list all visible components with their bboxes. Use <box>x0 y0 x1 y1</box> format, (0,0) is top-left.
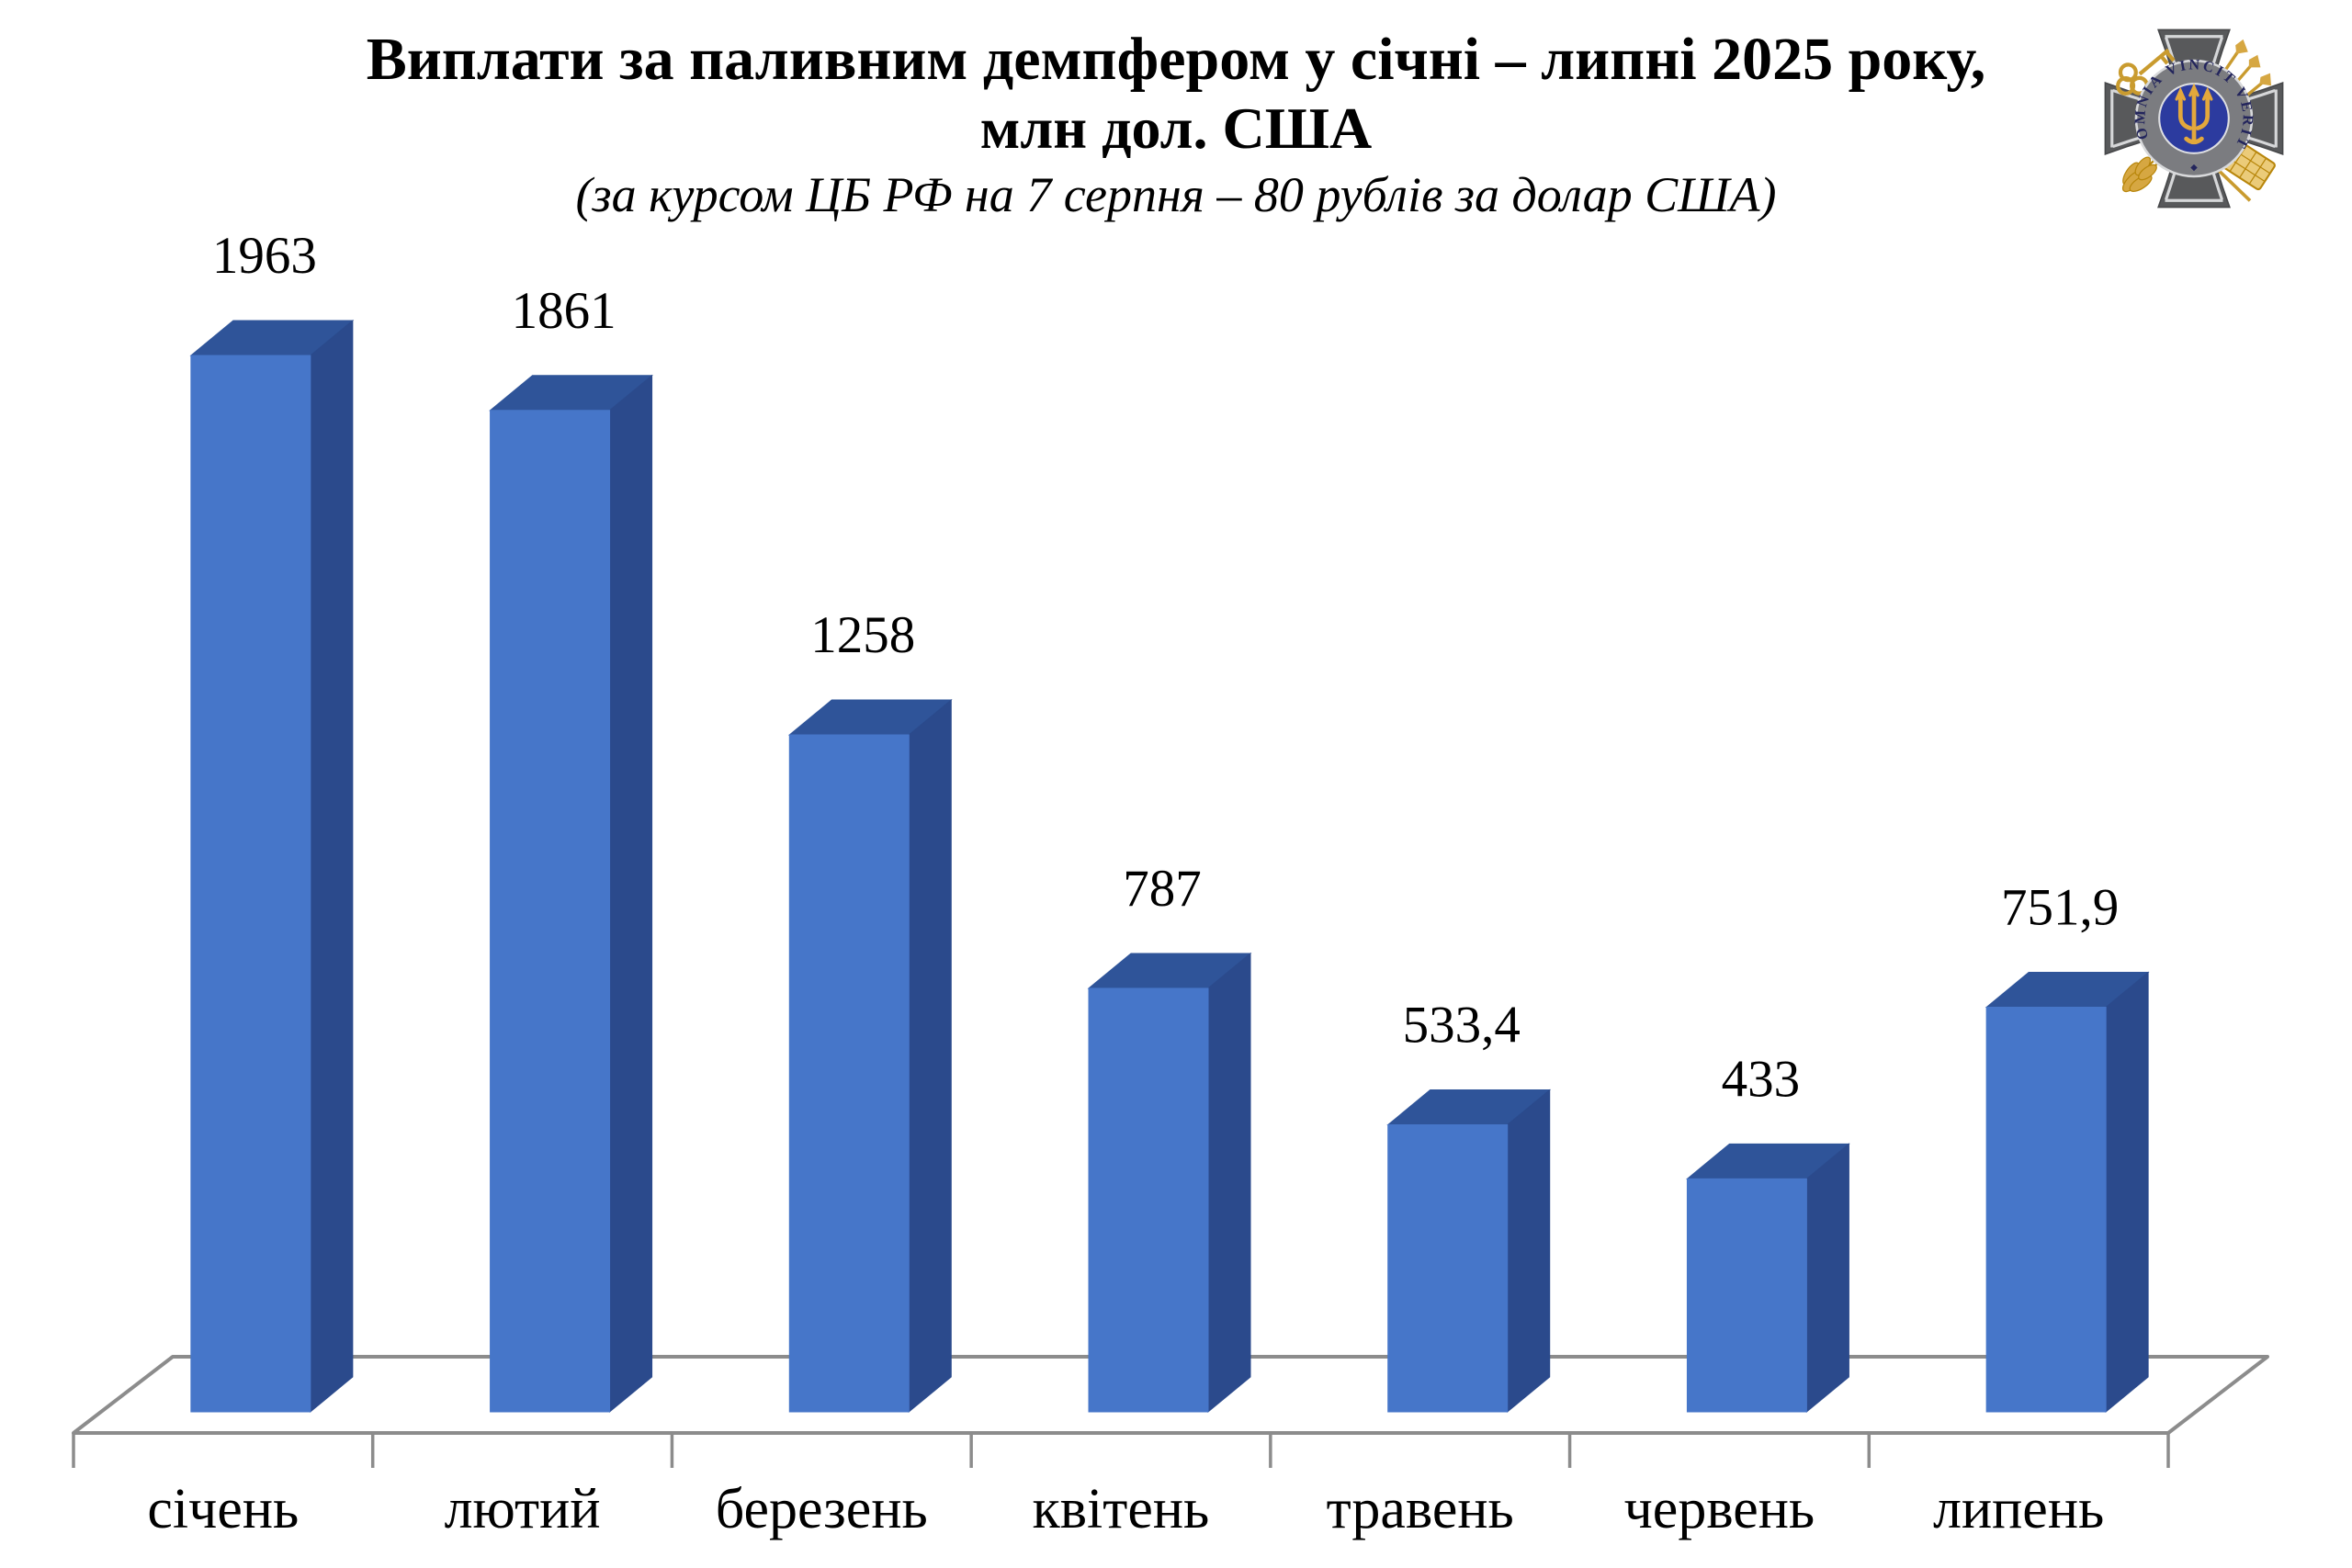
x-category-label: квітень <box>1033 1478 1210 1540</box>
chart-title-line2: млн дол. США <box>979 95 1373 161</box>
chart-title-line1: Виплати за паливним демпфером у січні – … <box>366 26 1986 93</box>
bar-value-label: 1258 <box>810 606 915 664</box>
bar-side-face <box>2105 971 2149 1414</box>
bar-side-face <box>908 698 952 1414</box>
chart-header: Виплати за паливним демпфером у січні – … <box>0 24 2352 224</box>
intelligence-service-emblem: OMNIA VINCIT VERITAS <box>2098 22 2284 209</box>
bar-value-label: 433 <box>1722 1050 1801 1108</box>
x-category-label: липень <box>1933 1478 2104 1540</box>
bar-side-face <box>1207 952 1251 1414</box>
bar-side-face <box>609 374 653 1414</box>
chart-subtitle: (за курсом ЦБ РФ на 7 серпня – 80 рублів… <box>575 166 1777 222</box>
bar-front-face <box>1985 1007 2107 1413</box>
trident-icon <box>2175 83 2213 145</box>
x-category-label: червень <box>1624 1478 1815 1540</box>
x-category-label: лютий <box>445 1478 601 1540</box>
bar-value-label: 533,4 <box>1403 997 1521 1055</box>
bar-value-label: 1963 <box>212 227 317 285</box>
x-category-label: травень <box>1327 1478 1514 1540</box>
key-icon <box>2116 48 2176 96</box>
bar-front-face <box>190 355 311 1413</box>
bar-value-label: 1861 <box>512 282 616 340</box>
x-category-label: січень <box>147 1478 299 1540</box>
bar-front-face <box>788 734 910 1413</box>
bar-value-label: 751,9 <box>2001 879 2119 937</box>
bar-value-label: 787 <box>1123 860 1202 918</box>
bar-front-face <box>1387 1124 1509 1413</box>
bar-front-face <box>490 410 611 1413</box>
x-category-label: березень <box>716 1478 928 1540</box>
bar-side-face <box>1507 1089 1551 1414</box>
bar-front-face <box>1686 1178 1807 1413</box>
bar-front-face <box>1088 987 1209 1413</box>
bar-side-face <box>1805 1143 1849 1414</box>
bar-side-face <box>310 319 354 1414</box>
